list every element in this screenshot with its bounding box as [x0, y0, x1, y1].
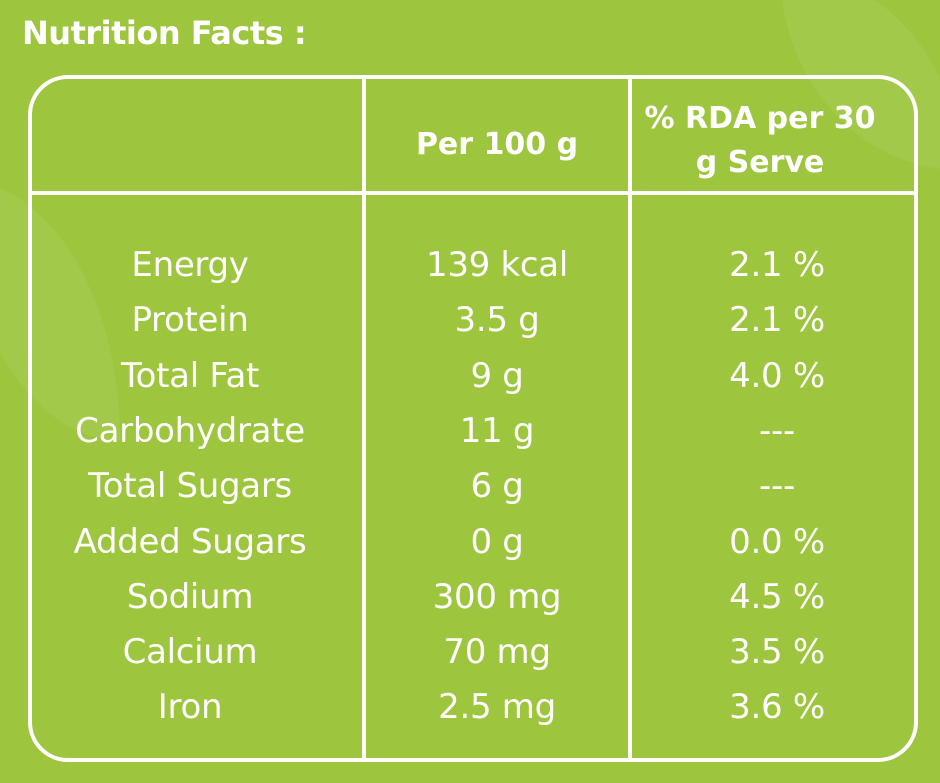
nutrient-name: Total Sugars — [88, 466, 292, 507]
nutrient-name: Energy — [131, 245, 249, 285]
nutrient-value: --- — [759, 466, 795, 507]
nutrient-value: 3.5 % — [729, 632, 825, 673]
title: Nutrition Facts : — [22, 14, 307, 52]
nutrient-value: 2.1 % — [729, 300, 825, 341]
nutrient-value: 0.0 % — [729, 521, 825, 562]
nutrient-name: Calcium — [122, 632, 258, 673]
nutrient-name: Protein — [131, 300, 249, 341]
column-divider — [628, 77, 632, 758]
nutrient-value: 0 g — [470, 521, 524, 562]
table-border — [28, 75, 918, 762]
nutrient-name: Sodium — [126, 576, 254, 617]
nutrient-value: 2.5 mg — [438, 687, 556, 728]
nutrient-value: 4.5 % — [729, 576, 825, 617]
nutrient-name: Carbohydrate — [75, 410, 305, 451]
nutrient-name: Total Fat — [120, 355, 260, 396]
nutrient-value: 3.5 g — [454, 300, 540, 341]
header-divider — [30, 191, 916, 195]
column-divider — [362, 77, 366, 758]
nutrient-name: Iron — [157, 687, 223, 728]
nutrient-value: 70 mg — [443, 632, 551, 673]
nutrient-value: 11 g — [459, 410, 535, 451]
nutrient-value: 4.0 % — [729, 355, 825, 396]
nutrient-value: 2.1 % — [729, 245, 825, 285]
nutrient-value: 139 kcal — [426, 245, 568, 285]
nutrient-value: 3.6 % — [729, 687, 825, 728]
nutrient-name: Added Sugars — [73, 521, 307, 562]
column-header: % RDA per 30 g Serve — [644, 101, 876, 180]
nutrient-value: --- — [759, 410, 795, 451]
column-header: Per 100 g — [415, 127, 579, 162]
nutrient-value: 300 mg — [432, 576, 562, 617]
nutrient-value: 6 g — [470, 466, 524, 507]
nutrient-value: 9 g — [470, 355, 524, 396]
